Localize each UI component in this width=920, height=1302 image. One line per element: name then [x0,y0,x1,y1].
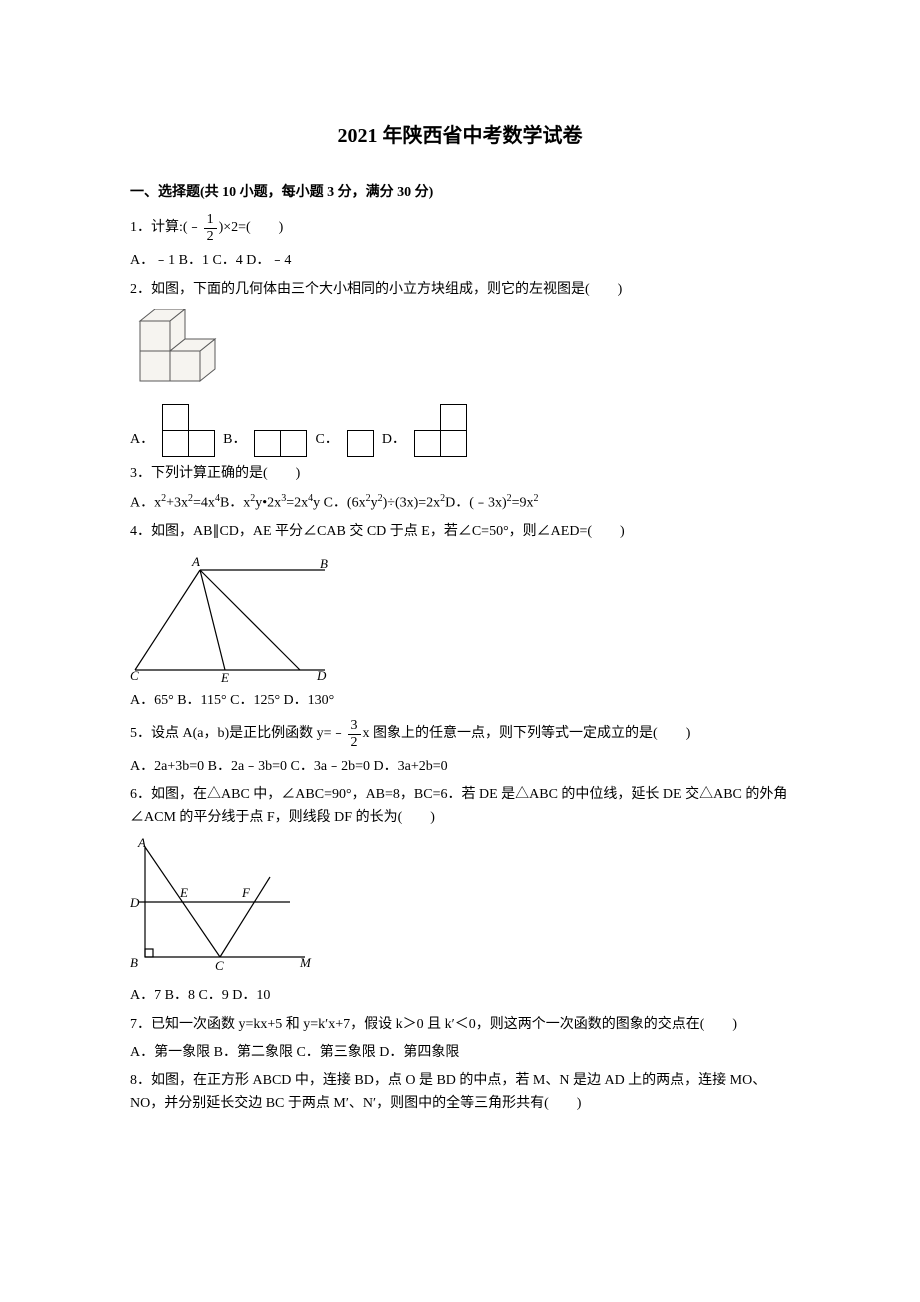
page-title: 2021 年陕西省中考数学试卷 [130,120,790,152]
q5-prefix: 5．设点 A(a，b)是正比例函数 y=﹣ [130,726,346,741]
q3-answers: A．x2+3x2=4x4B．x2y•2x3=2x4y C．(6x2y2)÷(3x… [130,491,790,515]
q1-den: 2 [204,229,217,244]
q2-choice-d [414,404,467,457]
q3-sup-11: 2 [534,493,539,504]
q4-label-a: A [191,554,200,569]
question-5: 5．设点 A(a，b)是正比例函数 y=﹣32x 图象上的任意一点，则下列等式一… [130,718,790,750]
q5-num: 3 [348,718,361,734]
q6-label-e: E [179,885,188,900]
question-2: 2．如图，下面的几何体由三个大小相同的小立方块组成，则它的左视图是( ) [130,279,790,301]
q5-suffix: x 图象上的任意一点，则下列等式一定成立的是( ) [363,726,691,741]
q3-a3: =4x [193,496,215,511]
q2-label-a: A． [130,429,154,457]
q3-b3: =2x [286,496,308,511]
q4-figure: A B C E D [130,552,790,682]
q1-num: 1 [204,212,217,228]
question-3: 3．下列计算正确的是( ) [130,463,790,485]
q1-prefix: 1．计算:(﹣ [130,221,202,236]
q5-fraction: 32 [348,718,361,750]
question-1: 1．计算:(﹣12)×2=( ) [130,212,790,244]
q1-fraction: 12 [204,212,217,244]
q7-answers: A．第一象限 B．第二象限 C．第三象限 D．第四象限 [130,1042,790,1064]
q2-label-c: C． [315,429,338,457]
q3-b5: y [371,496,378,511]
q4-label-e: E [220,670,229,682]
q5-den: 2 [348,735,361,750]
q4-label-d: D [316,668,327,682]
q6-label-m: M [299,955,312,970]
q3-b6: )÷(3x)=2x [383,496,441,511]
q4-label-b: B [320,556,328,571]
q3-a1: A．x [130,496,161,511]
question-8: 8．如图，在正方形 ABCD 中，连接 BD，点 O 是 BD 的中点，若 M、… [130,1070,790,1115]
q2-choice-a [162,404,215,457]
q4-label-c: C [130,668,139,682]
q4-answers: A．65° B．115° C．125° D．130° [130,690,790,712]
section-header: 一、选择题(共 10 小题，每小题 3 分，满分 30 分) [130,182,790,204]
q3-a2: +3x [166,496,188,511]
q2-choice-b [254,430,307,457]
q3-b2: y•2x [255,496,281,511]
q6-figure: A D E F B C M [130,837,790,977]
q1-answers: A．﹣1 B．1 C．4 D．﹣4 [130,250,790,272]
q3-d1: D．(﹣3x) [445,496,506,511]
question-6: 6．如图，在△ABC 中，∠ABC=90°，AB=8，BC=6．若 DE 是△A… [130,784,790,829]
q6-label-b: B [130,955,138,970]
q3-b4: y C．(6x [313,496,366,511]
q3-d2: =9x [512,496,534,511]
q6-label-d: D [130,895,140,910]
q5-answers: A．2a+3b=0 B．2a﹣3b=0 C．3a﹣2b=0 D．3a+2b=0 [130,756,790,778]
q6-label-c: C [215,958,224,973]
q2-choices: A． B． C． D． [130,404,790,457]
q1-suffix: )×2=( ) [219,221,284,236]
question-7: 7．已知一次函数 y=kx+5 和 y=k′x+7，假设 k＞0 且 k′＜0，… [130,1014,790,1036]
q6-label-a: A [137,837,146,850]
q2-label-d: D． [382,429,406,457]
q2-choice-c [347,430,374,457]
q6-label-f: F [241,885,251,900]
q6-answers: A．7 B．8 C．9 D．10 [130,985,790,1007]
q2-label-b: B． [223,429,246,457]
q2-solid-figure [130,309,790,394]
question-4: 4．如图，AB∥CD，AE 平分∠CAB 交 CD 于点 E，若∠C=50°，则… [130,521,790,543]
q3-b1: B．x [220,496,250,511]
